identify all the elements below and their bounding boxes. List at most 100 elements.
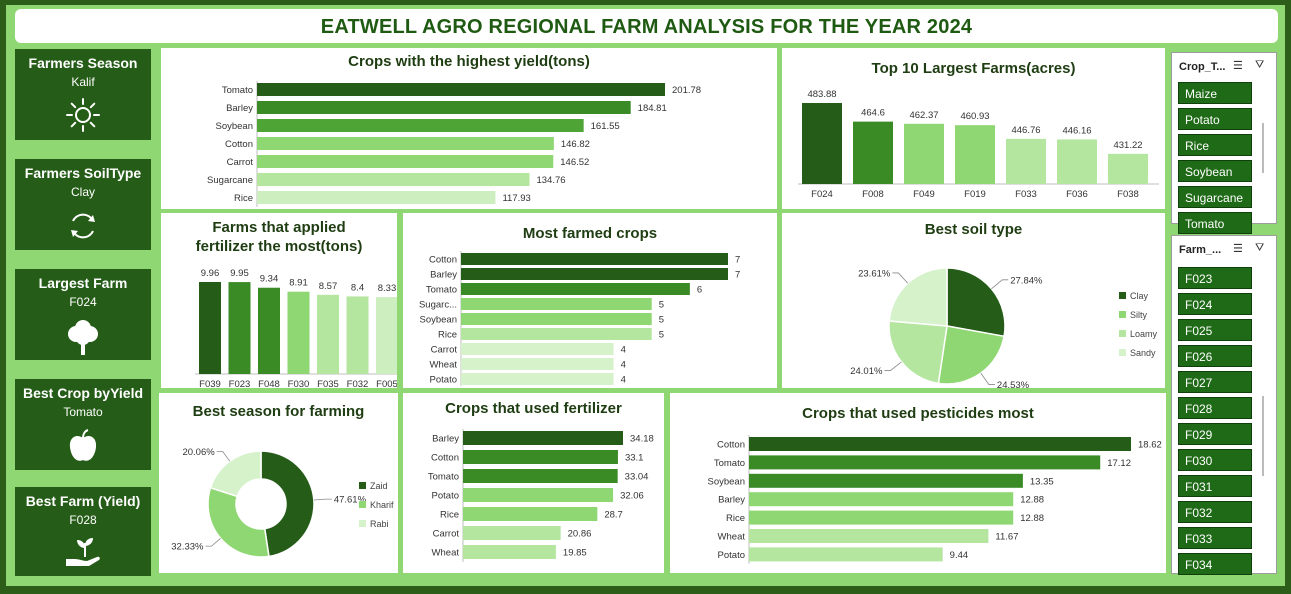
data-label: 446.16 xyxy=(1062,125,1091,136)
data-label: 33.1 xyxy=(625,453,644,464)
data-label: 24.01% xyxy=(850,366,883,377)
bar xyxy=(463,545,556,559)
slicer-item[interactable]: F029 xyxy=(1178,423,1252,445)
category-label: F008 xyxy=(862,189,884,200)
slicer-item[interactable]: Rice xyxy=(1178,134,1252,156)
chart-crops-fertilizer: Barley 34.18 Cotton 33.1 Tomato 33.04 Potato 32… xyxy=(428,429,654,562)
slicer-item[interactable]: Sugarcane xyxy=(1178,186,1252,208)
chart-largest-farms: 483.88 F024 464.6 F008 462.37 F049 460.93 F019 4… xyxy=(798,89,1159,200)
recycle-icon xyxy=(71,213,95,239)
slicer-item[interactable]: F025 xyxy=(1178,319,1252,341)
bar xyxy=(376,297,397,374)
bar xyxy=(749,547,943,562)
category-label: F024 xyxy=(811,189,833,200)
data-label: 7 xyxy=(735,255,740,266)
clear-filter-icon[interactable]: ⛛ xyxy=(1255,59,1265,71)
bar xyxy=(461,253,728,265)
legend-swatch xyxy=(1119,311,1126,318)
bar xyxy=(749,510,1014,525)
category-label: Barley xyxy=(226,103,253,114)
slicer-item[interactable]: F027 xyxy=(1178,371,1252,393)
data-label: 7 xyxy=(735,270,740,281)
chart-highest-yield: Tomato 201.78 Barley 184.81 Soybean 161.55 Cot… xyxy=(207,81,701,207)
category-label: Rice xyxy=(726,513,745,524)
chart-title: Crops that used fertilizer xyxy=(445,400,622,417)
kpi-card-season: Farmers Season Kalif xyxy=(15,49,151,140)
bar xyxy=(1006,138,1046,184)
legend-label: Loamy xyxy=(1130,329,1158,339)
clear-filter-icon[interactable]: ⛛ xyxy=(1255,242,1265,254)
category-label: Carrot xyxy=(227,157,254,168)
category-label: F039 xyxy=(199,379,221,388)
slicer-item[interactable]: F023 xyxy=(1178,267,1252,289)
data-label: 146.82 xyxy=(561,139,590,150)
multi-select-icon[interactable]: ☰ xyxy=(1233,243,1243,255)
pie-slice xyxy=(260,450,315,558)
data-label: 28.7 xyxy=(604,510,623,521)
category-label: Potato xyxy=(432,491,459,502)
slicer-item[interactable]: Potato xyxy=(1178,108,1252,130)
data-label: 431.22 xyxy=(1113,140,1142,151)
bar xyxy=(749,437,1131,451)
data-label: 5 xyxy=(659,300,664,311)
chart-fertilizer-farms: 9.96 F039 9.95 F023 9.34 F048 8.91 F030 8.57 F035… xyxy=(195,268,397,388)
panel-highest-yield: Crops with the highest yield(tons) Tomat… xyxy=(161,48,777,209)
legend-swatch xyxy=(1119,330,1126,337)
slicer-item[interactable]: Maize xyxy=(1178,82,1252,104)
slicer-item[interactable]: F031 xyxy=(1178,475,1252,497)
bar xyxy=(749,455,1101,470)
kpi-value: Clay xyxy=(70,185,95,199)
chart-title: Farms that applied fertilizer the most(t… xyxy=(161,218,397,256)
category-label: F023 xyxy=(229,379,251,388)
slicer-scrollbar[interactable] xyxy=(1262,396,1264,476)
slicer-item[interactable]: F024 xyxy=(1178,293,1252,315)
data-label: 4 xyxy=(621,360,626,371)
data-label: 17.12 xyxy=(1107,458,1131,469)
chart-title: Best soil type xyxy=(924,221,1023,238)
slicer-item[interactable]: F034 xyxy=(1178,553,1252,575)
category-label: F033 xyxy=(1015,189,1037,200)
slicer-item[interactable]: F033 xyxy=(1178,527,1252,549)
slicer-item[interactable]: F026 xyxy=(1178,345,1252,367)
leader-line xyxy=(980,372,995,385)
category-label: Barley xyxy=(432,434,459,445)
category-label: F048 xyxy=(258,379,280,388)
bar xyxy=(257,191,496,204)
data-label: 32.06 xyxy=(620,491,644,502)
legend-swatch xyxy=(1119,349,1126,356)
category-label: Tomato xyxy=(714,458,745,469)
kpi-title: Largest Farm xyxy=(38,275,128,291)
data-label: 4 xyxy=(621,345,626,356)
bar xyxy=(749,473,1023,488)
kpi-value: Tomato xyxy=(63,405,103,419)
kpi-value: Kalif xyxy=(71,75,95,89)
bar xyxy=(463,507,598,521)
slicer-item[interactable]: Tomato xyxy=(1178,212,1252,234)
multi-select-icon[interactable]: ☰ xyxy=(1233,60,1243,72)
category-label: F036 xyxy=(1066,189,1088,200)
pie-slice xyxy=(888,320,948,385)
data-label: 5 xyxy=(659,315,664,326)
bar xyxy=(802,103,842,184)
data-label: 146.52 xyxy=(560,157,589,168)
kpi-card-best-crop: Best Crop byYield Tomato xyxy=(15,379,151,470)
chart-title-line-1: Farms that applied xyxy=(212,219,346,236)
bar xyxy=(463,488,614,502)
data-label: 9.96 xyxy=(201,268,220,279)
category-label: Wheat xyxy=(430,360,458,371)
sun-icon xyxy=(66,98,100,132)
slicer-scrollbar[interactable] xyxy=(1262,123,1264,173)
panel-best-season: Best season for farming 47.61% 32.33% 20.0… xyxy=(159,393,398,573)
slicer-item[interactable]: Soybean xyxy=(1178,160,1252,182)
kpi-card-largest-farm: Largest Farm F024 xyxy=(15,269,151,360)
kpi-card-soiltype: Farmers SoilType Clay xyxy=(15,159,151,250)
bar xyxy=(257,83,665,96)
data-label: 9.34 xyxy=(260,274,279,285)
legend-swatch xyxy=(359,482,366,489)
slicer-item[interactable]: F032 xyxy=(1178,501,1252,523)
category-label: Barley xyxy=(430,270,457,281)
slicer-header: Crop_T... xyxy=(1179,61,1226,73)
slicer-item[interactable]: F028 xyxy=(1178,397,1252,419)
panel-crops-fertilizer: Crops that used fertilizer Barley 34.18 Co… xyxy=(403,393,664,573)
slicer-item[interactable]: F030 xyxy=(1178,449,1252,471)
